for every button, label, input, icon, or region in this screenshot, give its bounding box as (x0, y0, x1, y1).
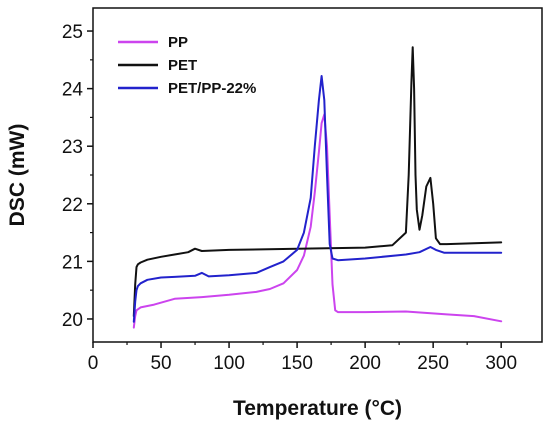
x-tick-label: 0 (88, 353, 99, 374)
x-axis-title: Temperature (°C) (233, 397, 402, 420)
x-tick-label: 250 (417, 353, 449, 374)
x-tick-label: 100 (213, 353, 245, 374)
x-tick-label: 50 (150, 353, 171, 374)
y-tick-label: 22 (62, 195, 83, 216)
legend-label-2: PET/PP-22% (168, 80, 256, 97)
y-tick-label: 21 (62, 252, 83, 273)
y-tick-label: 20 (62, 310, 83, 331)
legend-label-1: PET (168, 57, 197, 74)
y-tick-label: 24 (62, 80, 84, 101)
series-line-1 (132, 46, 503, 318)
series-line-2 (132, 75, 503, 323)
ticks-layer: 0 50 100 150 200 250 300 20 21 22 23 24 25 (62, 22, 517, 374)
y-tick-label: 25 (62, 22, 83, 43)
y-axis-title: DSC (mW) (6, 124, 29, 227)
y-tick-label: 23 (62, 137, 83, 158)
legend-label-0: PP (168, 34, 188, 51)
x-tick-label: 150 (281, 353, 313, 374)
series-layer (132, 46, 503, 329)
series-line-0 (132, 113, 503, 329)
legend: PP PET PET/PP-22% (118, 34, 256, 97)
x-tick-label: 200 (349, 353, 381, 374)
x-tick-label: 300 (485, 353, 517, 374)
